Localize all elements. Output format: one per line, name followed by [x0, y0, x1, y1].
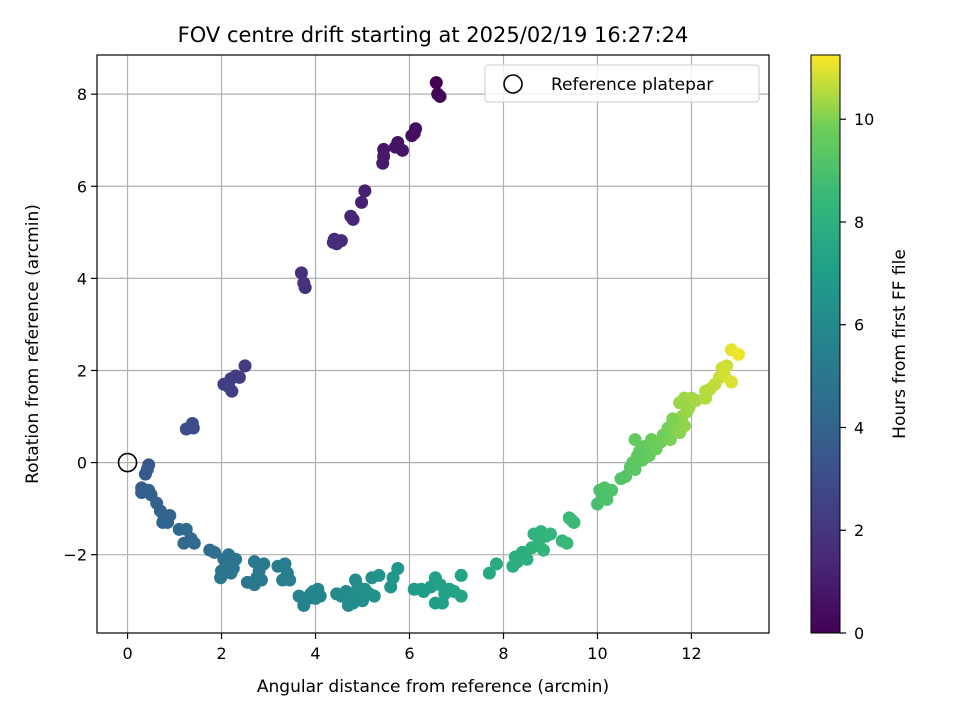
data-point: [724, 375, 738, 389]
data-point: [207, 545, 221, 559]
data-point: [543, 527, 557, 541]
colorbar-tick-label: 8: [854, 213, 864, 232]
data-point: [482, 566, 496, 580]
colorbar-tick-label: 2: [854, 521, 864, 540]
data-point: [309, 591, 323, 605]
data-point: [298, 281, 312, 295]
colorbar-tick-label: 4: [854, 418, 864, 437]
data-point: [294, 266, 308, 280]
y-tick-label: −2: [63, 546, 87, 565]
chart-title: FOV centre drift starting at 2025/02/19 …: [178, 23, 689, 47]
data-point: [454, 589, 468, 603]
x-axis-ticks: 0 2 4 6 8 10 12: [122, 633, 702, 663]
x-tick-label: 2: [216, 644, 226, 663]
data-point: [376, 156, 390, 170]
y-tick-label: 8: [77, 85, 87, 104]
data-point: [156, 515, 170, 529]
data-point: [628, 433, 642, 447]
data-point: [429, 76, 443, 90]
x-tick-label: 4: [310, 644, 320, 663]
data-point: [372, 568, 386, 582]
legend-box: [484, 64, 760, 103]
colorbar-tick-label: 10: [854, 110, 874, 129]
data-point: [355, 195, 369, 209]
colorbar-tick-label: 0: [854, 624, 864, 643]
data-point: [358, 184, 372, 198]
data-point: [489, 557, 503, 571]
data-point: [187, 536, 201, 550]
data-point: [520, 552, 534, 566]
x-tick-label: 8: [498, 644, 508, 663]
legend-entry-label: Reference platepar: [551, 75, 713, 95]
legend: Reference platepar: [484, 64, 760, 103]
data-points: [135, 76, 745, 612]
data-point: [344, 591, 358, 605]
data-point: [605, 483, 619, 497]
y-tick-label: 2: [77, 361, 87, 380]
data-point: [238, 359, 252, 373]
legend-reference-marker-icon: [503, 74, 523, 94]
x-tick-label: 10: [587, 644, 607, 663]
data-point: [252, 564, 266, 578]
data-point: [699, 384, 713, 398]
y-axis-ticks: −2 0 2 4 6 8: [63, 85, 97, 565]
data-point: [433, 578, 447, 592]
data-point: [326, 235, 340, 249]
colorbar-ticks: 0 2 4 6 8 10: [840, 110, 874, 643]
data-point: [226, 562, 240, 576]
data-point: [565, 513, 579, 527]
data-point: [214, 571, 228, 585]
y-axis-label: Rotation from reference (arcmin): [23, 204, 43, 484]
reference-point-marker: [117, 452, 138, 473]
data-point: [395, 143, 409, 157]
data-point: [391, 562, 405, 576]
data-point: [677, 419, 691, 433]
data-point: [633, 444, 647, 458]
data-point: [454, 568, 468, 582]
data-point: [536, 543, 550, 557]
data-point: [560, 536, 574, 550]
data-point: [138, 467, 152, 481]
data-point: [346, 212, 360, 226]
data-point: [731, 347, 745, 361]
x-axis-label: Angular distance from reference (arcmin): [257, 677, 609, 697]
data-point: [225, 384, 239, 398]
data-point: [628, 463, 642, 477]
colorbar-tick-label: 6: [854, 316, 864, 335]
y-tick-label: 6: [77, 177, 87, 196]
data-point: [179, 422, 193, 436]
x-tick-label: 12: [681, 644, 701, 663]
plot-frame: [96, 54, 770, 634]
data-point: [229, 369, 243, 383]
data-point: [666, 412, 680, 426]
data-point: [367, 589, 381, 603]
colorbar-label: Hours from first FF file: [890, 249, 910, 439]
data-point: [280, 566, 294, 580]
colorbar: [810, 54, 841, 634]
x-tick-label: 6: [404, 644, 414, 663]
x-tick-label: 0: [122, 644, 132, 663]
data-point: [405, 129, 419, 143]
y-tick-label: 0: [77, 454, 87, 473]
data-point: [433, 89, 447, 103]
y-tick-label: 4: [77, 269, 87, 288]
